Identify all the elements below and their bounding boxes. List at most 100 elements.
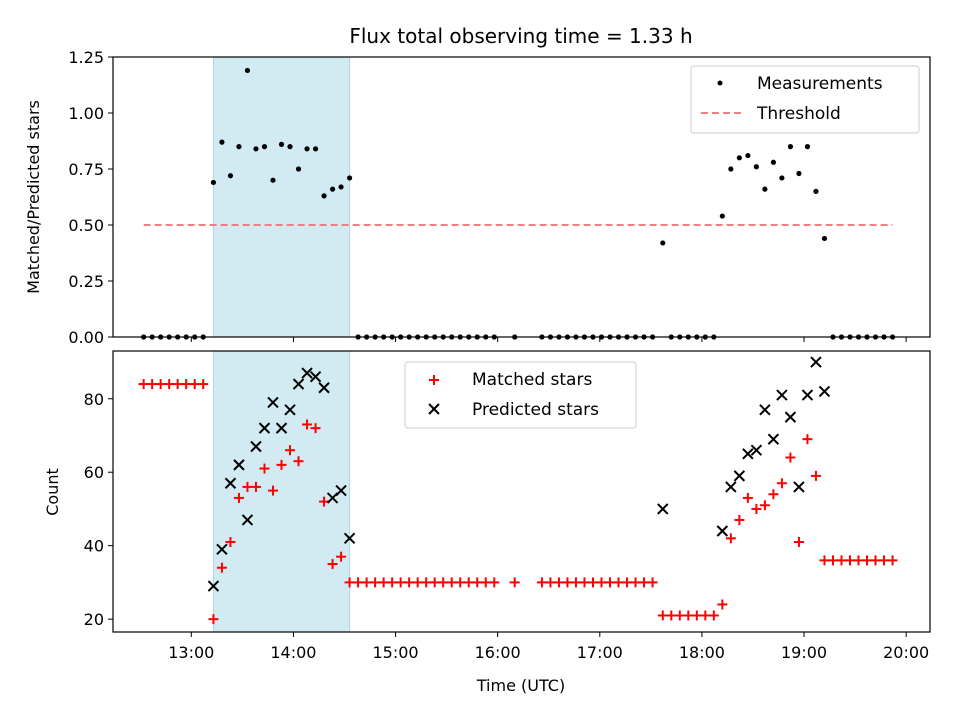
matched-star-point [793,537,804,548]
predicted-star-point [250,440,262,453]
measurement-point [329,186,336,192]
bottom-y-tick-label: 60 [84,463,104,482]
matched-star-point [455,577,466,588]
matched-star-point [853,555,864,566]
matched-star-point [164,379,175,390]
predicted-star-point [716,525,729,537]
matched-star-point [579,577,590,588]
matched-star-point [370,577,381,588]
predicted-star-point [241,514,254,526]
measurement-point [253,146,259,152]
predicted-star-point [216,543,228,556]
matched-star-point [776,478,787,489]
matched-star-point [336,551,347,562]
measurement-point [219,139,225,145]
matched-star-point [233,492,244,503]
measurement-point [321,193,327,199]
measurement-point [821,235,828,242]
matched-star-point [302,419,313,430]
matched-star-point [622,577,633,588]
measurement-point [227,173,234,179]
top-y-tick-label: 0.50 [68,216,104,235]
bottom-x-tick-label: 19:00 [781,643,827,662]
matched-star-point [267,485,278,496]
matched-star-point [630,577,641,588]
measurement-point [312,146,319,152]
legend-predicted-label: Predicted stars [472,400,599,420]
predicted-star-point [742,448,754,460]
bottom-x-tick-label: 14:00 [270,643,316,662]
predicted-star-point [292,378,305,390]
matched-star-point [683,610,694,621]
matched-star-point [361,577,372,588]
bottom-x-tick-label: 15:00 [372,643,418,662]
top-shaded-span [212,56,351,338]
matched-star-point [189,379,200,390]
matched-star-point [870,555,881,566]
measurement-point [804,144,811,150]
bottom-panel: 20 40 60 80 13:00 14:00 15:00 16:00 17:00 18:00 19… [43,350,931,695]
matched-star-point [879,555,890,566]
bottom-legend: Matched stars Predicted stars [404,361,637,429]
matched-star-point [463,577,474,588]
matched-star-point [276,459,287,470]
matched-star-point [489,577,500,588]
predicted-star-point [725,481,737,493]
legend-matched-marker [429,375,439,385]
matched-star-point [344,577,355,588]
matched-star-point [810,470,821,481]
bottom-x-tick-label: 18:00 [679,643,725,662]
matched-star-point [446,577,457,588]
measurement-point [295,166,302,172]
measurement-point [287,144,293,150]
legend-measurements-marker [717,80,723,86]
predicted-star-point [318,382,330,394]
measurement-point [719,213,725,219]
measurement-point [787,144,794,150]
matched-star-point [596,577,607,588]
matched-star-point [242,481,253,492]
predicted-star-point [284,404,296,416]
measurement-point [261,144,268,150]
matched-star-point [250,481,261,492]
predicted-star-point [309,371,322,383]
measurement-point [813,188,819,194]
predicted-star-point [258,422,271,434]
bottom-x-tick-label: 17:00 [577,643,623,662]
top-y-tick-label: 0.25 [68,272,104,291]
top-y-tick-label: 0.00 [68,328,104,347]
matched-star-point [691,610,702,621]
figure-title: Flux total observing time = 1.33 h [349,24,692,48]
matched-star-point [647,577,658,588]
matched-star-point [327,559,338,570]
predicted-star-point [224,477,237,489]
predicted-star-point [207,580,220,592]
predicted-star-point [767,433,780,445]
matched-star-point [310,423,321,434]
bottom-y-tick-label: 80 [84,390,104,409]
matched-star-point [887,555,898,566]
measurement-point [753,164,759,170]
measurement-point [236,144,242,150]
predicted-star-point [267,396,279,409]
matched-star-point [708,610,719,621]
top-y-tick-label: 0.75 [68,160,104,179]
top-y-tick-label: 1.00 [68,104,104,123]
predicted-star-point [750,444,763,456]
predicted-star-point [657,503,669,515]
predicted-star-point [784,411,797,423]
bottom-x-tick-label: 16:00 [475,643,521,662]
matched-star-point [138,379,149,390]
predicted-star-point [335,484,347,497]
predicted-star-point [793,481,805,493]
matched-star-point [666,610,677,621]
matched-star-point [639,577,650,588]
matched-star-point [472,577,483,588]
matched-star-point [759,500,770,511]
matched-star-point [734,514,745,525]
matched-star-point [587,577,598,588]
matched-star-point [438,577,449,588]
measurement-point [728,166,734,172]
matched-star-point [657,610,668,621]
